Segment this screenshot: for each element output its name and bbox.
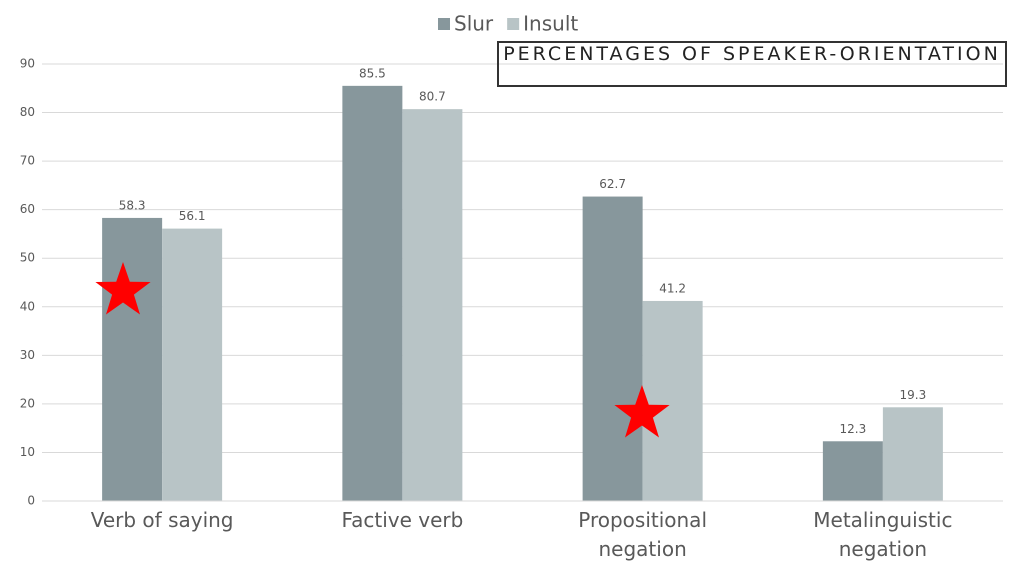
x-tick-label: Propositional negation — [578, 508, 707, 561]
x-tick-label: Metalinguistic negation — [813, 508, 953, 561]
value-label: 62.7 — [599, 177, 626, 191]
value-label: 56.1 — [179, 209, 206, 223]
y-tick-label: 90 — [20, 57, 35, 71]
value-label: 85.5 — [359, 66, 386, 80]
bar — [642, 300, 703, 501]
star — [95, 262, 151, 315]
y-tick-label: 40 — [20, 299, 35, 313]
x-tick-label: Factive verb — [341, 508, 464, 532]
bar — [342, 85, 403, 501]
legend-swatch — [438, 18, 450, 30]
value-label: 12.3 — [840, 422, 867, 436]
value-label: 19.3 — [900, 388, 927, 402]
bar — [102, 217, 163, 501]
bar — [882, 407, 943, 501]
bar — [822, 441, 883, 501]
chart-title: PERCENTAGES OF SPEAKER-ORIENTATION — [497, 41, 1007, 87]
y-tick-label: 60 — [20, 202, 35, 216]
x-tick-label: Verb of saying — [90, 508, 234, 532]
y-tick-label: 20 — [20, 396, 35, 410]
value-label: 41.2 — [659, 281, 686, 295]
legend-label: Slur — [454, 12, 494, 36]
value-label: 58.3 — [119, 198, 146, 212]
y-tick-label: 50 — [20, 251, 35, 265]
y-tick-label: 0 — [27, 494, 35, 508]
y-tick-label: 80 — [20, 105, 35, 119]
y-tick-label: 10 — [20, 445, 35, 459]
star-annotations — [95, 262, 670, 438]
legend-label: Insult — [523, 12, 578, 36]
bar — [582, 196, 643, 501]
y-tick-label: 30 — [20, 348, 35, 362]
value-label: 80.7 — [419, 90, 446, 104]
bar — [402, 109, 463, 501]
star — [614, 385, 670, 438]
bar — [162, 228, 223, 501]
legend-swatch — [507, 18, 520, 30]
y-tick-label: 70 — [20, 154, 35, 168]
